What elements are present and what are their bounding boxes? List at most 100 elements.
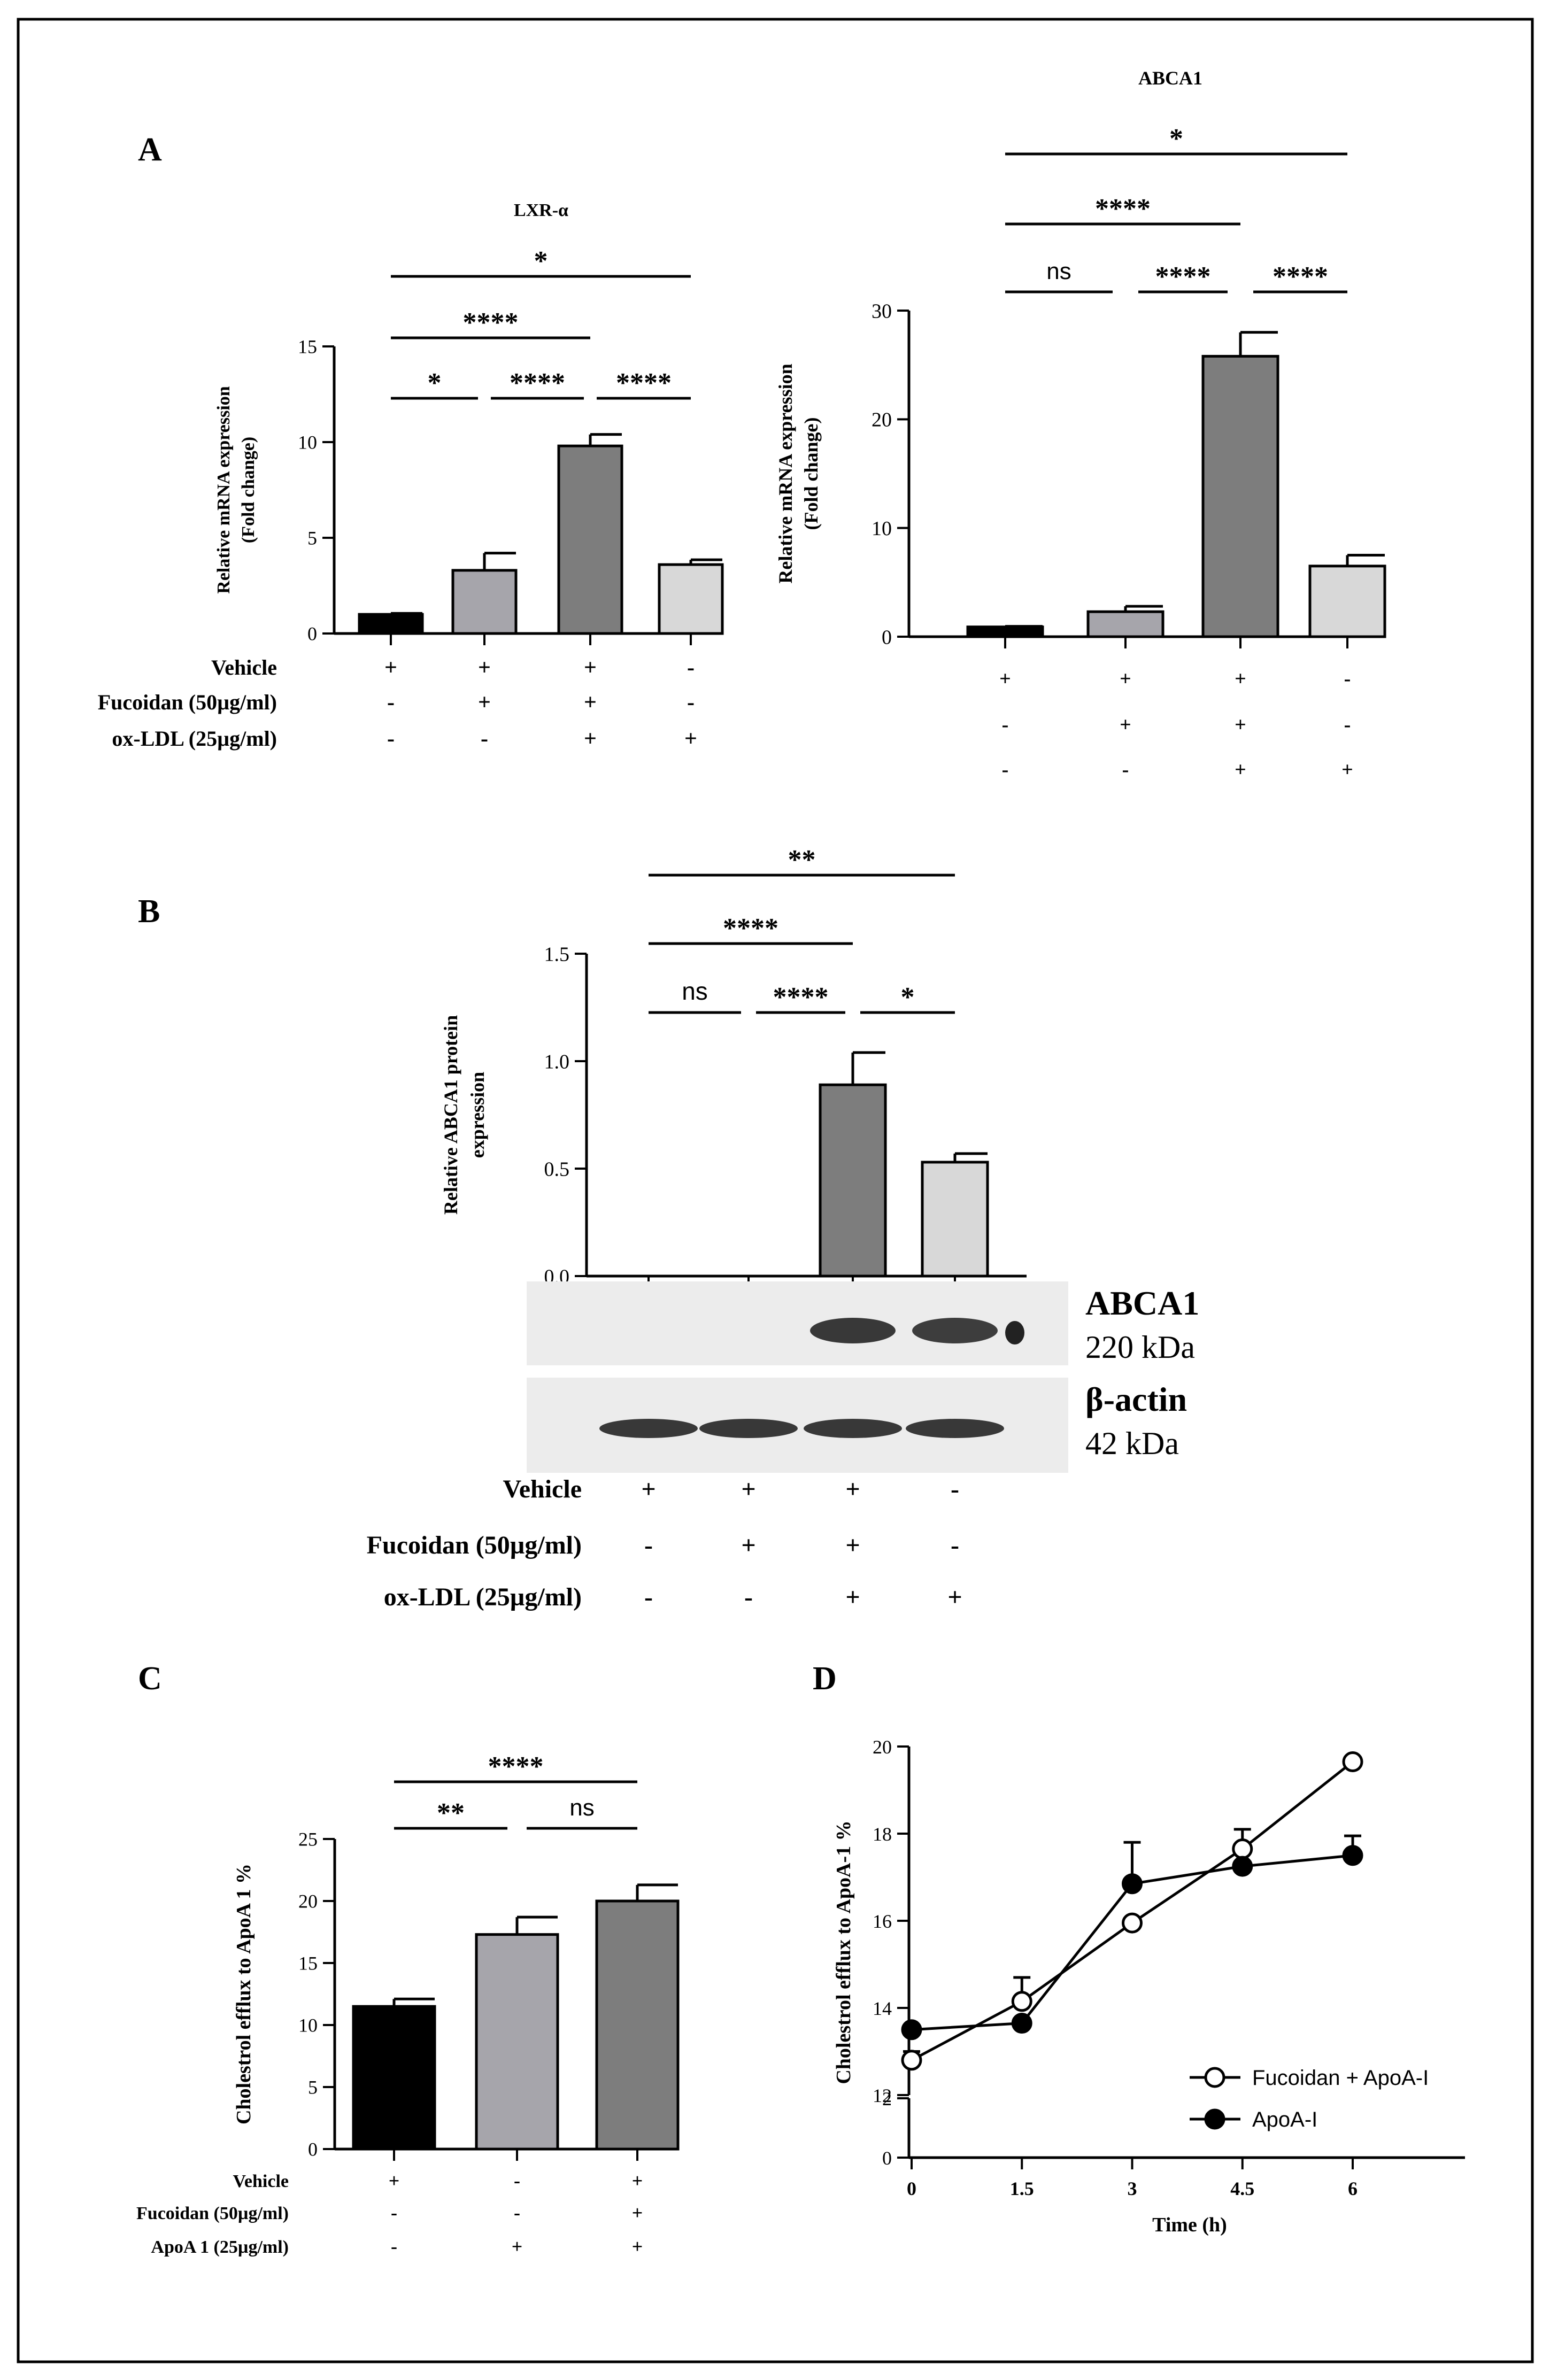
panel-label-c: C	[138, 1660, 162, 1697]
y-tick-label: 18	[873, 1823, 892, 1845]
significance-label: *	[534, 246, 548, 276]
y-axis-label: (Fold change)	[800, 418, 822, 530]
condition-label: Vehicle	[503, 1475, 582, 1503]
y-tick-label: 30	[872, 300, 892, 322]
condition-sign: +	[632, 2236, 643, 2257]
condition-label: ApoA 1 (25µg/ml)	[151, 2237, 289, 2257]
chart-title: LXR-α	[514, 200, 568, 220]
condition-sign: -	[644, 1531, 653, 1559]
condition-sign: -	[514, 2170, 520, 2191]
condition-label: Vehicle	[211, 655, 277, 679]
significance-label: ****	[463, 307, 519, 338]
condition-sign: +	[845, 1475, 860, 1503]
panel-label-b: B	[138, 893, 160, 930]
significance-label: ns	[682, 977, 708, 1005]
significance-label: ****	[616, 368, 672, 398]
condition-label: Fucoidan (50µg/ml)	[367, 1531, 582, 1559]
condition-sign: +	[845, 1531, 860, 1559]
figure-border	[17, 18, 1534, 2363]
chart-abca1-mrna: 0 10 20 30 Relative mRNA expression (Fold cha…	[775, 67, 1386, 781]
significance-label: ****	[1155, 261, 1211, 292]
condition-sign: -	[1002, 759, 1009, 781]
blot-band	[906, 1419, 1004, 1438]
bar	[358, 613, 424, 635]
blot-band	[1005, 1321, 1024, 1344]
y-tick-label: 2	[882, 2088, 892, 2109]
condition-sign: +	[1120, 668, 1131, 690]
significance-label: *	[428, 368, 442, 398]
bar	[1308, 565, 1386, 638]
blot-protein-name: β-actin	[1085, 1380, 1187, 1418]
data-point-fucoidan-apoa1	[1122, 1912, 1143, 1934]
condition-sign: +	[632, 2202, 643, 2223]
significance-label: ****	[510, 368, 565, 398]
condition-label: Fucoidan (50µg/ml)	[136, 2204, 289, 2223]
legend-marker	[1204, 2067, 1225, 2088]
y-tick-label: 10	[872, 517, 892, 540]
condition-label: ox-LDL (25µg/ml)	[112, 727, 277, 751]
panel-label-a: A	[138, 132, 162, 168]
y-tick-label: 16	[873, 1911, 892, 1932]
y-tick-label: 5	[308, 2077, 318, 2098]
condition-label: ox-LDL (25µg/ml)	[384, 1583, 582, 1611]
condition-sign: -	[387, 727, 395, 751]
y-tick-label: 0	[307, 623, 317, 645]
condition-sign: -	[644, 1583, 653, 1611]
condition-sign: +	[584, 727, 597, 751]
condition-sign: +	[389, 2170, 400, 2191]
blot-band	[599, 1419, 698, 1438]
condition-sign: +	[584, 655, 597, 680]
significance-label: ns	[569, 1795, 594, 1821]
blot-band	[804, 1419, 902, 1438]
condition-sign: +	[512, 2236, 523, 2257]
condition-sign: +	[741, 1475, 755, 1503]
y-tick-label: 15	[298, 1953, 318, 1974]
y-tick-label: 0	[882, 2147, 892, 2169]
bar	[352, 2005, 436, 2151]
x-tick-label: 4.5	[1230, 2178, 1254, 2199]
y-tick-label: 10	[298, 432, 317, 453]
x-tick-label: 0	[907, 2178, 916, 2199]
y-axis-label: Cholestrol efflux to ApoA-1 %	[832, 1820, 855, 2084]
chart-lxr-alpha: 0 5 10 15 Relative mRNA expression (Fold chan…	[98, 200, 724, 751]
y-tick-label: 5	[307, 528, 317, 549]
condition-sign: +	[632, 2170, 643, 2191]
condition-sign: -	[391, 2202, 397, 2223]
bar	[451, 569, 518, 635]
blot-band	[699, 1419, 798, 1438]
legend-label: Fucoidan + ApoA-I	[1252, 2066, 1429, 2090]
blot-protein-name: ABCA1	[1085, 1284, 1199, 1322]
condition-label: Vehicle	[233, 2172, 289, 2191]
condition-sign: -	[687, 690, 695, 715]
x-tick-label: 1.5	[1010, 2178, 1034, 2199]
condition-sign: +	[1341, 759, 1353, 781]
y-tick-label: 0	[308, 2139, 318, 2160]
y-axis-label: Relative mRNA expression	[214, 386, 234, 594]
significance-label: **	[437, 1798, 465, 1828]
condition-sign: +	[947, 1583, 962, 1611]
data-point-apoa1	[1232, 1856, 1253, 1877]
condition-sign: +	[684, 727, 697, 751]
bar	[475, 1933, 559, 2151]
x-tick-label: 3	[1128, 2178, 1137, 2199]
condition-sign: -	[391, 2236, 397, 2257]
condition-sign: -	[1344, 714, 1351, 736]
condition-sign: +	[741, 1531, 755, 1559]
y-tick-label: 0	[882, 626, 892, 648]
y-tick-label: 15	[298, 336, 317, 358]
data-point-apoa1	[1011, 2013, 1032, 2034]
data-point-fucoidan-apoa1	[1011, 1991, 1032, 2012]
y-tick-label: 25	[298, 1829, 318, 1850]
significance-label: ****	[1095, 194, 1151, 224]
condition-sign: -	[951, 1475, 959, 1503]
bar	[557, 444, 623, 635]
condition-sign: +	[1235, 714, 1246, 736]
data-point-fucoidan-apoa1	[901, 2050, 922, 2071]
condition-sign: +	[1235, 668, 1246, 690]
panel-label-d: D	[813, 1660, 837, 1697]
y-tick-label: 12	[873, 2085, 892, 2106]
y-axis-label: expression	[467, 1072, 488, 1158]
